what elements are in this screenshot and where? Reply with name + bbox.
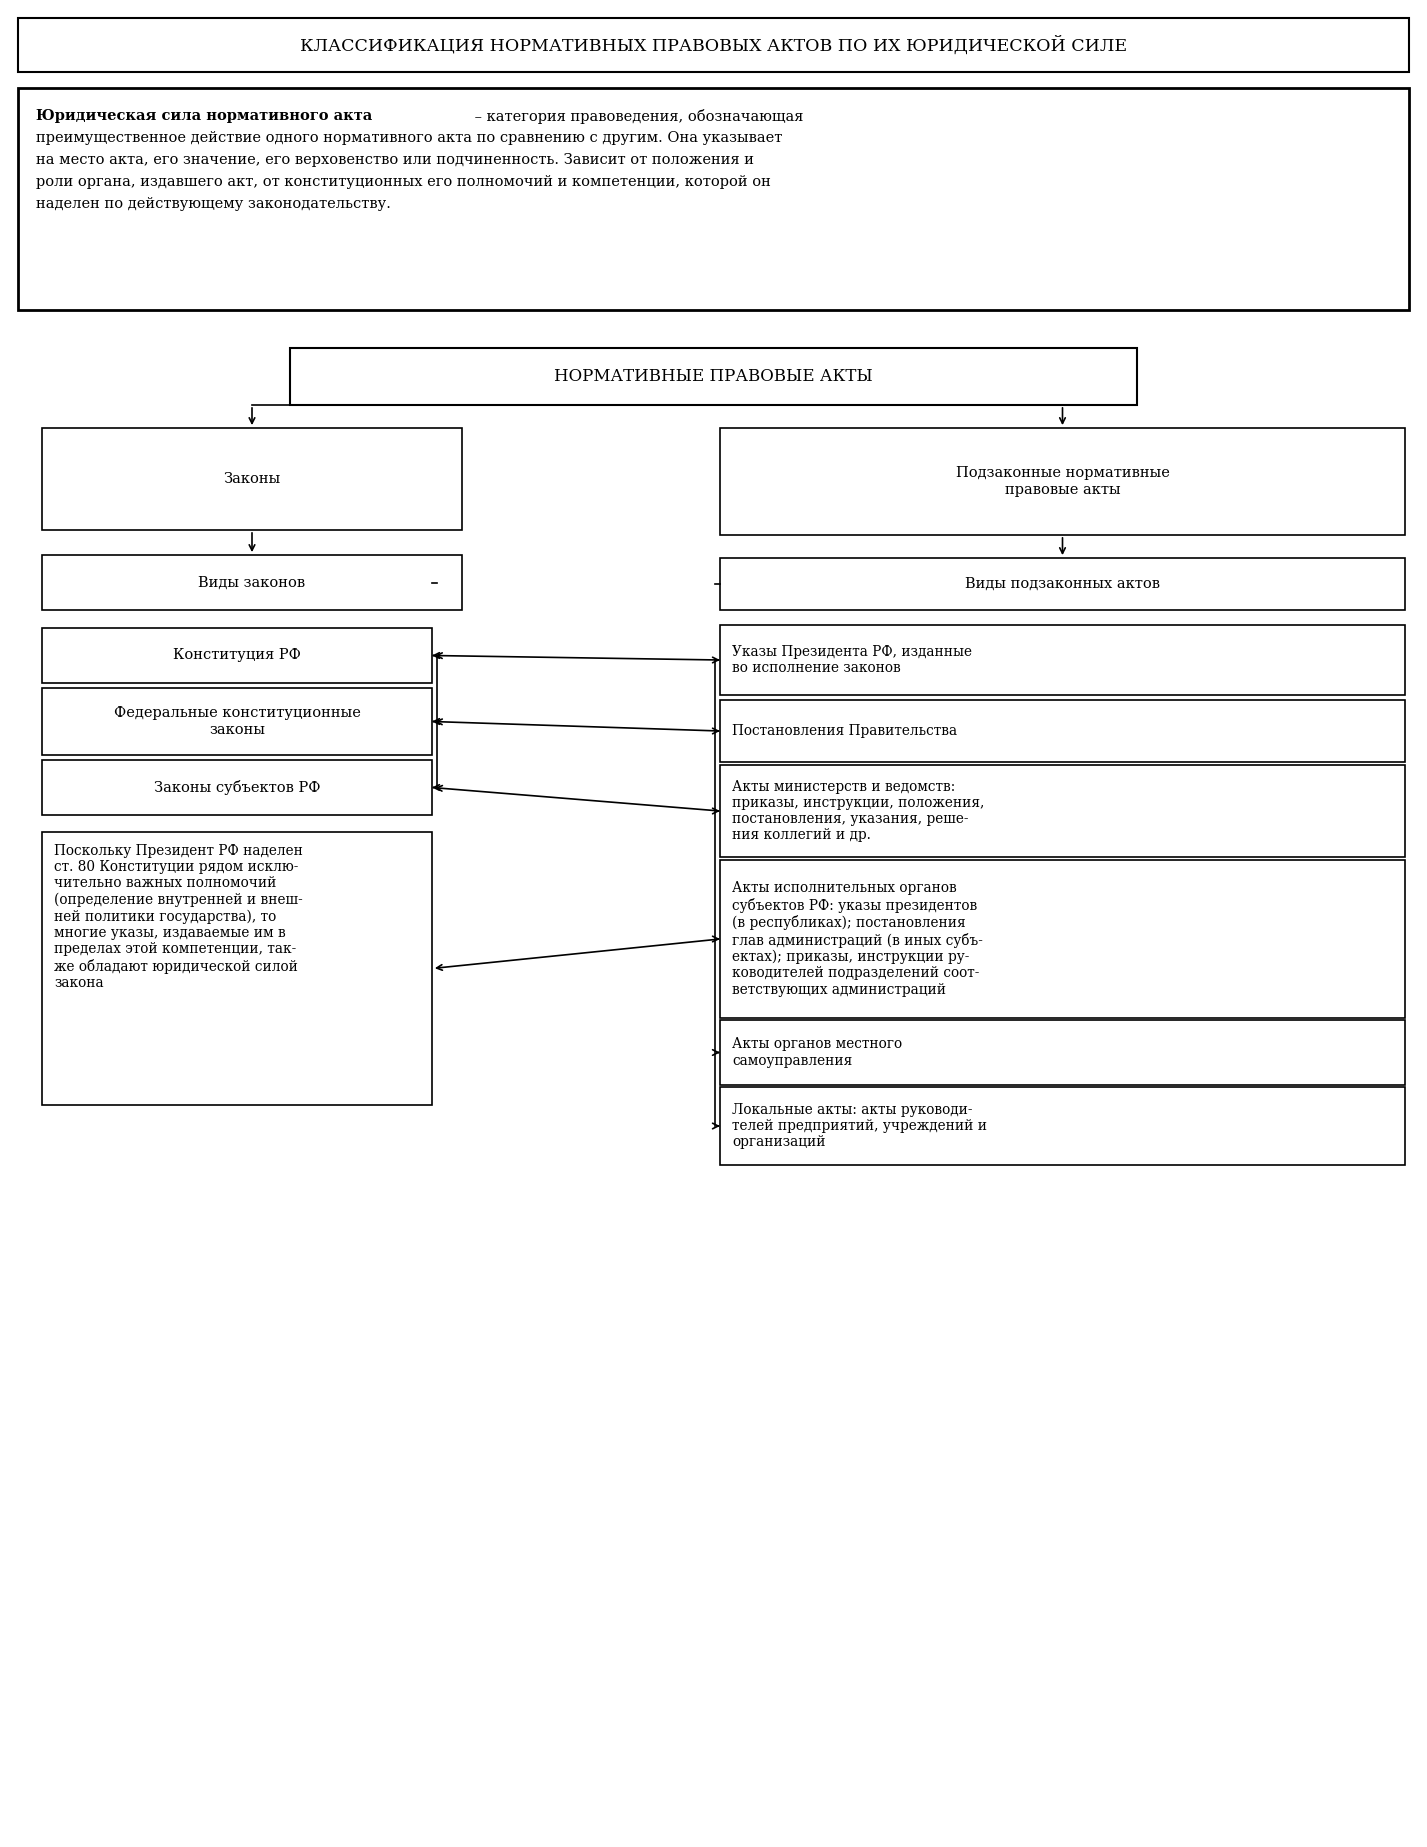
Bar xyxy=(721,700,1406,763)
Bar xyxy=(721,765,1406,857)
Bar xyxy=(721,558,1406,610)
Text: Подзаконные нормативные
правовые акты: Подзаконные нормативные правовые акты xyxy=(956,467,1170,497)
Text: Конституция РФ: Конституция РФ xyxy=(173,648,301,663)
Text: Акты органов местного
самоуправления: Акты органов местного самоуправления xyxy=(732,1038,902,1068)
Bar xyxy=(721,861,1406,1018)
Bar xyxy=(721,429,1406,536)
Text: Юридическая сила нормативного акта: Юридическая сила нормативного акта xyxy=(36,109,372,124)
Bar xyxy=(721,624,1406,694)
Text: Виды законов: Виды законов xyxy=(198,576,305,589)
Text: Акты исполнительных органов
субъектов РФ: указы президентов
(в республиках); пос: Акты исполнительных органов субъектов РФ… xyxy=(732,881,983,997)
Bar xyxy=(41,831,432,1105)
Bar xyxy=(19,18,1408,72)
Bar xyxy=(41,687,432,755)
Bar xyxy=(19,89,1408,310)
Text: Поскольку Президент РФ наделен
ст. 80 Конституции рядом исклю-
чительно важных п: Поскольку Президент РФ наделен ст. 80 Ко… xyxy=(54,844,303,990)
Text: Указы Президента РФ, изданные
во исполнение законов: Указы Президента РФ, изданные во исполне… xyxy=(732,645,972,676)
Bar xyxy=(721,1088,1406,1165)
Text: Законы субъектов РФ: Законы субъектов РФ xyxy=(154,779,320,794)
Bar xyxy=(721,1020,1406,1084)
Bar xyxy=(41,759,432,815)
Text: КЛАССИФИКАЦИЯ НОРМАТИВНЫХ ПРАВОВЫХ АКТОВ ПО ИХ ЮРИДИЧЕСКОЙ СИЛЕ: КЛАССИФИКАЦИЯ НОРМАТИВНЫХ ПРАВОВЫХ АКТОВ… xyxy=(300,35,1127,55)
Text: на место акта, его значение, его верховенство или подчиненность. Зависит от поло: на место акта, его значение, его верхове… xyxy=(36,153,753,166)
Text: наделен по действующему законодательству.: наделен по действующему законодательству… xyxy=(36,198,391,211)
Bar xyxy=(290,347,1137,404)
Bar xyxy=(41,429,462,530)
Text: роли органа, издавшего акт, от конституционных его полномочий и компетенции, кот: роли органа, издавшего акт, от конституц… xyxy=(36,175,771,188)
Text: НОРМАТИВНЫЕ ПРАВОВЫЕ АКТЫ: НОРМАТИВНЫЕ ПРАВОВЫЕ АКТЫ xyxy=(554,368,873,384)
Bar xyxy=(41,554,462,610)
Text: Законы: Законы xyxy=(224,473,281,486)
Text: Локальные акты: акты руководи-
телей предприятий, учреждений и
организаций: Локальные акты: акты руководи- телей пре… xyxy=(732,1103,987,1149)
Bar xyxy=(41,628,432,683)
Text: преимущественное действие одного нормативного акта по сравнению с другим. Она ук: преимущественное действие одного нормати… xyxy=(36,131,782,146)
Text: Акты министерств и ведомств:
приказы, инструкции, положения,
постановления, указ: Акты министерств и ведомств: приказы, ин… xyxy=(732,779,985,842)
Text: Федеральные конституционные
законы: Федеральные конституционные законы xyxy=(114,706,361,737)
Text: Постановления Правительства: Постановления Правительства xyxy=(732,724,958,739)
Text: – категория правоведения, обозначающая: – категория правоведения, обозначающая xyxy=(469,109,803,124)
Text: Виды подзаконных актов: Виды подзаконных актов xyxy=(965,576,1160,591)
